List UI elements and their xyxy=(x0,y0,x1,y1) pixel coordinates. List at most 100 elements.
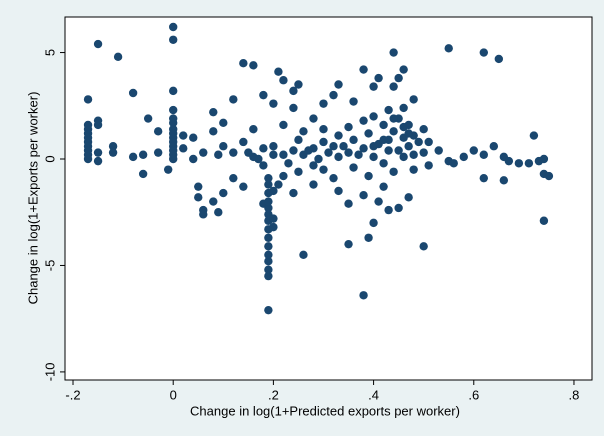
point xyxy=(264,250,273,260)
x-tick-label: .6 xyxy=(468,387,479,402)
point xyxy=(284,159,293,168)
point xyxy=(179,144,188,153)
point xyxy=(199,148,208,157)
point xyxy=(279,171,288,181)
point xyxy=(539,216,549,225)
y-tick-label: 5 xyxy=(42,49,57,56)
point xyxy=(269,222,278,232)
point xyxy=(364,129,373,138)
point xyxy=(309,114,318,123)
point xyxy=(289,86,298,96)
point xyxy=(414,137,423,147)
point xyxy=(394,146,403,155)
point xyxy=(399,152,408,162)
point xyxy=(264,265,273,274)
point xyxy=(389,48,398,57)
point xyxy=(379,120,388,130)
x-axis-title: Change in log(1+Predicted exports per wo… xyxy=(190,403,460,418)
point xyxy=(279,76,288,85)
point xyxy=(354,150,363,159)
point xyxy=(324,148,333,157)
point xyxy=(229,95,238,104)
point xyxy=(319,99,328,108)
point xyxy=(344,122,353,132)
point xyxy=(264,242,273,251)
point xyxy=(294,135,303,145)
y-tick-label: 0 xyxy=(42,155,57,162)
point xyxy=(374,73,383,83)
point xyxy=(244,148,253,157)
point xyxy=(389,114,398,123)
point xyxy=(389,127,398,136)
point xyxy=(93,156,103,166)
point xyxy=(249,61,258,70)
point xyxy=(163,165,173,174)
point xyxy=(169,154,178,164)
point xyxy=(344,148,353,157)
point xyxy=(239,182,248,191)
point xyxy=(169,118,178,128)
x-tick-label: .2 xyxy=(268,387,279,402)
point xyxy=(274,180,283,189)
point xyxy=(379,182,388,191)
point xyxy=(249,125,258,134)
point xyxy=(424,137,433,147)
point xyxy=(364,233,373,242)
point xyxy=(169,35,178,44)
point xyxy=(499,176,509,185)
point xyxy=(409,95,418,104)
point xyxy=(143,114,153,123)
point xyxy=(269,150,278,159)
point xyxy=(329,173,338,183)
point xyxy=(384,205,393,215)
point xyxy=(319,165,328,174)
point xyxy=(113,52,123,62)
point xyxy=(239,59,248,68)
point xyxy=(379,159,388,168)
point xyxy=(359,291,368,300)
point xyxy=(349,97,358,106)
point xyxy=(389,167,398,176)
point xyxy=(194,193,203,202)
point xyxy=(289,146,298,155)
point xyxy=(153,127,163,136)
y-axis-title: Change in log(1+Exports per worker) xyxy=(25,92,40,305)
point xyxy=(544,171,554,181)
point xyxy=(504,156,514,166)
x-tick-label: .4 xyxy=(368,387,379,402)
plot-area xyxy=(64,16,593,381)
point xyxy=(264,271,273,281)
point xyxy=(394,203,403,213)
point xyxy=(274,67,283,76)
point xyxy=(239,137,248,147)
point xyxy=(514,159,524,168)
point xyxy=(344,199,353,208)
point xyxy=(309,180,318,189)
point xyxy=(404,142,413,151)
point xyxy=(494,54,504,64)
point xyxy=(199,210,208,219)
point xyxy=(329,142,338,151)
point xyxy=(334,80,343,89)
point xyxy=(254,154,263,164)
point xyxy=(409,150,418,159)
point xyxy=(93,39,103,49)
point xyxy=(399,65,408,74)
point xyxy=(189,154,198,164)
point xyxy=(434,146,443,155)
point xyxy=(419,148,428,157)
point xyxy=(399,122,408,132)
point xyxy=(209,197,218,206)
point xyxy=(128,88,138,98)
point xyxy=(169,105,178,115)
point xyxy=(219,118,228,128)
point xyxy=(334,186,343,196)
point xyxy=(179,131,188,140)
point xyxy=(524,159,534,168)
y-tick-label: -5 xyxy=(42,260,57,272)
point xyxy=(194,182,203,191)
point xyxy=(138,150,148,159)
point xyxy=(189,133,198,142)
point xyxy=(349,135,358,145)
